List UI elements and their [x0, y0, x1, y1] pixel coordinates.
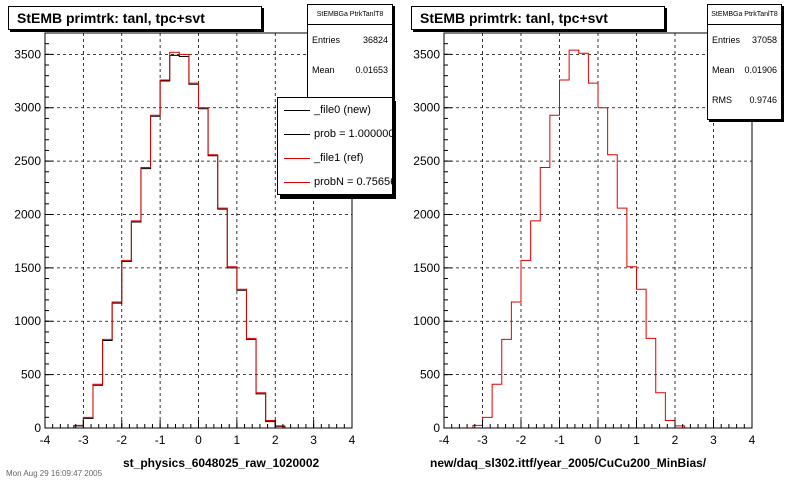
- y-tick-label: 0: [433, 421, 440, 435]
- y-tick-label: 2000: [14, 207, 41, 221]
- legend-entry: _file0 (new): [278, 98, 392, 122]
- y-tick-label: 0: [34, 421, 41, 435]
- legend-label: prob = 1.000000: [314, 128, 393, 140]
- stats-value: 37058: [751, 35, 777, 45]
- y-tick-label: 1000: [14, 314, 41, 328]
- stats-row-entries-left: Entries 36824: [308, 25, 392, 55]
- x-axis-label-left: st_physics_6048025_raw_1020002: [123, 456, 320, 470]
- legend-entry: prob = 1.000000: [278, 122, 392, 146]
- stats-label: Entries: [312, 35, 341, 45]
- y-tick-label: 3500: [413, 47, 440, 61]
- x-tick-label: 0: [195, 433, 202, 447]
- plot-panel-right: -4 -3 -2 -1 0 1 2 3 4 0 500 1000 1500 2000 2500 3000 350…: [413, 32, 756, 447]
- x-tick-label: -2: [116, 433, 127, 447]
- legend-swatch: [284, 133, 310, 135]
- x-tick-label: -1: [554, 433, 565, 447]
- stats-row-mean-right: Mean 0.01906: [708, 55, 781, 85]
- stats-label: Mean: [712, 65, 735, 75]
- y-tick-label: 3000: [413, 101, 440, 115]
- x-tick-label: 1: [633, 433, 640, 447]
- y-tick-label: 2500: [413, 154, 440, 168]
- y-tick-label: 1000: [413, 314, 440, 328]
- stats-row-mean-left: Mean 0.01653: [308, 55, 392, 85]
- legend-swatch: [284, 109, 310, 111]
- x-tick-label: 0: [595, 433, 602, 447]
- x-tick-label: 4: [749, 433, 756, 447]
- x-tick-label: -4: [40, 433, 51, 447]
- stats-row-rms-right: RMS 0.9746: [708, 85, 781, 115]
- chart-title-right: StEMB primtrk: tanl, tpc+svt: [411, 6, 665, 30]
- legend-entry: probN = 0.756569: [278, 170, 392, 194]
- x-tick-label: -4: [439, 433, 450, 447]
- chart-title-left: StEMB primtrk: tanl, tpc+svt: [8, 6, 262, 30]
- x-tick-label: -1: [155, 433, 166, 447]
- stats-value: 0.01653: [355, 65, 388, 75]
- y-tick-label: 500: [21, 368, 41, 382]
- stats-box-right: StEMBGa PtrkTanlT8 Entries 37058 Mean 0.…: [707, 4, 782, 120]
- stats-name-right: StEMBGa PtrkTanlT8: [708, 5, 781, 25]
- legend-label: probN = 0.756569: [314, 176, 392, 188]
- legend-label: _file1 (ref): [314, 152, 364, 164]
- y-tick-label: 3500: [14, 47, 41, 61]
- legend-entry: _file1 (ref): [278, 146, 392, 170]
- stats-box-left: StEMBGa PtrkTanlT8 Entries 36824 Mean 0.…: [307, 4, 393, 101]
- stats-value: 0.01906: [744, 65, 777, 75]
- legend-swatch: [284, 181, 310, 183]
- plot-panel-left: -4 -3 -2 -1 0 1 2 3 4 0 500 1000 1500 2000 2500 3000 350…: [14, 32, 356, 447]
- x-axis-label-right: new/daq_sl302.ittf/year_2005/CuCu200_Min…: [430, 456, 707, 470]
- stats-name-left: StEMBGa PtrkTanlT8: [308, 5, 392, 25]
- x-tick-label: 2: [272, 433, 279, 447]
- stats-label: Entries: [712, 35, 741, 45]
- stats-label: Mean: [312, 65, 335, 75]
- y-tick-label: 2500: [14, 154, 41, 168]
- x-tick-label: 1: [234, 433, 241, 447]
- y-tick-label: 1500: [413, 261, 440, 275]
- legend-label: _file0 (new): [314, 104, 371, 116]
- y-tick-label: 1500: [14, 261, 41, 275]
- legend-left: _file0 (new) prob = 1.000000 _file1 (ref…: [277, 97, 393, 195]
- stats-value: 0.9746: [749, 95, 777, 105]
- x-tick-label: 3: [310, 433, 317, 447]
- y-tick-label: 3000: [14, 101, 41, 115]
- stats-label: RMS: [712, 95, 732, 105]
- legend-swatch: [284, 157, 310, 159]
- x-tick-label: 2: [672, 433, 679, 447]
- stats-row-entries-right: Entries 37058: [708, 25, 781, 55]
- x-tick-label: 3: [710, 433, 717, 447]
- stats-value: 36824: [362, 35, 388, 45]
- x-tick-label: -3: [477, 433, 488, 447]
- x-tick-label: 4: [349, 433, 356, 447]
- x-tick-label: -2: [516, 433, 527, 447]
- footer-timestamp: Mon Aug 29 16:09:47 2005: [6, 469, 103, 478]
- y-tick-label: 2000: [413, 207, 440, 221]
- x-tick-label: -3: [78, 433, 89, 447]
- y-tick-label: 500: [420, 368, 440, 382]
